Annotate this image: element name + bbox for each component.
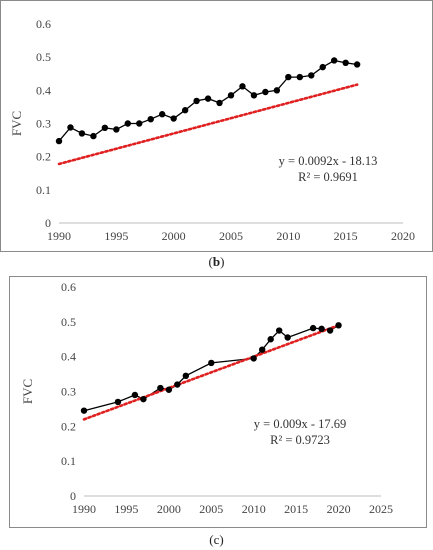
trendline-r-squared: R² = 0.9723 [270,433,330,447]
x-tick-label: 2010 [276,229,300,243]
data-point [147,115,154,123]
data-point [284,334,291,341]
y-tick-label: 0.4 [61,350,76,364]
chart-panel-c: 0 0.1 0.2 0.3 0.4 0.5 0.6 1990 1995 2000 2005 2010 2… [0,276,433,550]
trendline-equation: y = 0.009x - 17.69 [254,417,346,431]
x-tick-label: 2025 [369,502,393,516]
data-point [78,130,86,137]
data-point [204,95,212,102]
data-point [250,355,257,362]
trendline [57,83,359,166]
x-tick-label: 2005 [199,502,223,516]
data-point [309,324,317,332]
trendline [82,324,340,421]
y-tick-label: 0.1 [61,454,76,468]
data-point [208,359,215,367]
data-point [216,99,223,107]
data-point [90,132,97,140]
y-tick-label: 0.5 [61,315,76,329]
x-tick-label: 2020 [391,229,415,243]
chart-frame-c: 0 0.1 0.2 0.3 0.4 0.5 0.6 1990 1995 2000 2005 2010 2… [9,276,427,528]
data-point [308,72,315,79]
x-tick-label: 2020 [327,502,351,516]
x-tick-label: 1990 [72,502,96,516]
x-tick-label: 2000 [162,229,186,243]
data-point [157,384,164,392]
caption-b-letter: b [212,254,221,269]
y-tick-label: 0.2 [36,150,51,164]
data-point [275,327,283,334]
data-point [170,115,177,122]
y-tick-label: 0.3 [36,117,51,131]
trendline-r-squared: R² = 0.9691 [298,170,358,184]
y-tick-label: 0.3 [61,385,76,399]
x-tick-label: 2015 [284,502,308,516]
data-point [273,87,281,94]
trendline-equation: y = 0.0092x - 18.13 [279,154,378,168]
x-tick-label: 2010 [242,502,266,516]
x-tick-label: 1995 [104,229,128,243]
data-point [113,126,120,133]
data-point [250,92,258,99]
data-point [267,336,274,343]
chart-frame-b: 0 0.1 0.2 0.3 0.4 0.5 0.6 1990 1995 2000 2005 2010 2… [0,0,433,252]
data-point [319,63,326,71]
data-point [182,372,190,380]
data-point [80,407,88,414]
data-point [101,124,109,132]
y-tick-label: 0.5 [36,50,51,64]
data-point [124,120,131,127]
y-tick-label: 0.4 [36,83,51,97]
data-point [55,137,63,145]
chart-b: 0 0.1 0.2 0.3 0.4 0.5 0.6 1990 1995 2000 2005 2010 2… [9,17,415,243]
caption-b: (b) [208,254,225,269]
data-point [342,59,349,67]
data-point [165,386,173,393]
x-tick-label: 1990 [47,229,71,243]
y-tick-label: 0.6 [36,17,51,31]
caption-c: (c) [209,532,224,547]
y-axis-label: FVC [20,379,35,404]
data-point [353,61,361,68]
y-tick-label: 0.2 [61,419,76,433]
chart-panel-b: 0 0.1 0.2 0.3 0.4 0.5 0.6 1990 1995 2000 2005 2010 2… [0,0,433,270]
data-point [67,124,74,131]
y-tick-label: 0.1 [36,183,51,197]
data-point [318,325,325,332]
data-point [239,83,246,90]
data-point [296,73,303,81]
y-tick-label: 0.6 [61,280,76,294]
data-point [140,395,147,403]
data-point [136,120,143,127]
data-point [193,97,200,105]
data-point [326,327,334,334]
data-point [259,346,266,353]
data-point [335,322,342,329]
x-tick-label: 2000 [157,502,181,516]
y-tick-label: 0 [45,216,51,230]
data-point [285,73,292,81]
caption-c-letter: c [213,532,220,547]
data-point [114,398,122,406]
data-point [131,391,139,399]
x-tick-label: 2015 [334,229,358,243]
chart-c: 0 0.1 0.2 0.3 0.4 0.5 0.6 1990 1995 2000 2005 2010 2… [20,280,393,516]
data-point [262,88,269,96]
data-point [331,57,338,64]
x-tick-label: 1995 [114,502,138,516]
y-tick-label: 0 [70,489,76,503]
data-point [159,111,166,118]
x-tick-label: 2005 [219,229,243,243]
data-point [174,381,181,388]
data-point [181,107,189,114]
y-axis-label: FVC [9,111,24,136]
data-point [227,92,235,99]
